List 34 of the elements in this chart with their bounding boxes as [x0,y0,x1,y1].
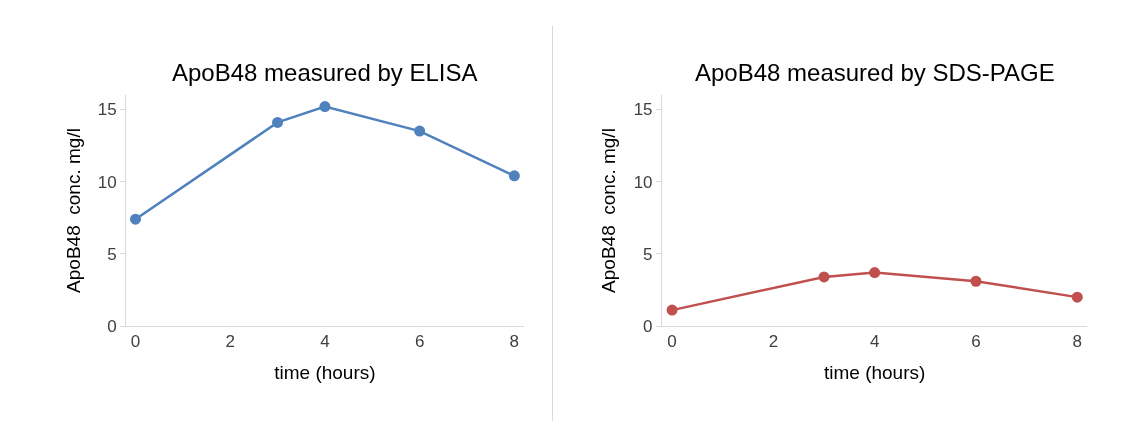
x-tick-label: 6 [414,332,425,352]
point [666,304,678,316]
x-tick-label: 0 [130,332,141,352]
x-tick-label: 2 [768,332,779,352]
x-tick-label: 0 [667,332,677,352]
y-tick-label: 0 [107,316,117,336]
point [818,271,830,283]
point [414,125,426,137]
point [1071,291,1083,303]
x-tick-label: 8 [1072,332,1082,352]
y-tick-label: 10 [633,172,653,192]
x-axis-title: time (hours) [823,362,926,384]
x-tick-label: 6 [971,332,981,352]
y-tick-label: 10 [97,172,117,192]
y-tick-label: 15 [97,100,117,120]
x-tick-label: 4 [320,332,330,352]
x-tick-label: 4 [869,332,880,352]
point [272,116,284,128]
y-tick-label: 5 [107,244,117,264]
point [869,267,881,279]
chart-title: ApoB48 measured by SDS-PAGE [695,59,1055,86]
point [319,101,331,113]
x-axis-title: time (hours) [274,362,376,384]
y-tick-label: 15 [633,100,653,120]
point [970,275,982,287]
x-tick-label: 8 [509,332,520,352]
y-tick-label: 0 [643,316,653,336]
x-tick-label: 2 [225,332,235,352]
y-axis-title: ApoB48 conc. mg/l [598,128,620,293]
chart-title: ApoB48 measured by ELISA [172,59,478,86]
y-tick-label: 5 [643,244,653,264]
y-axis-title: ApoB48 conc. mg/l [62,128,84,293]
point [508,170,520,182]
point [130,213,141,225]
